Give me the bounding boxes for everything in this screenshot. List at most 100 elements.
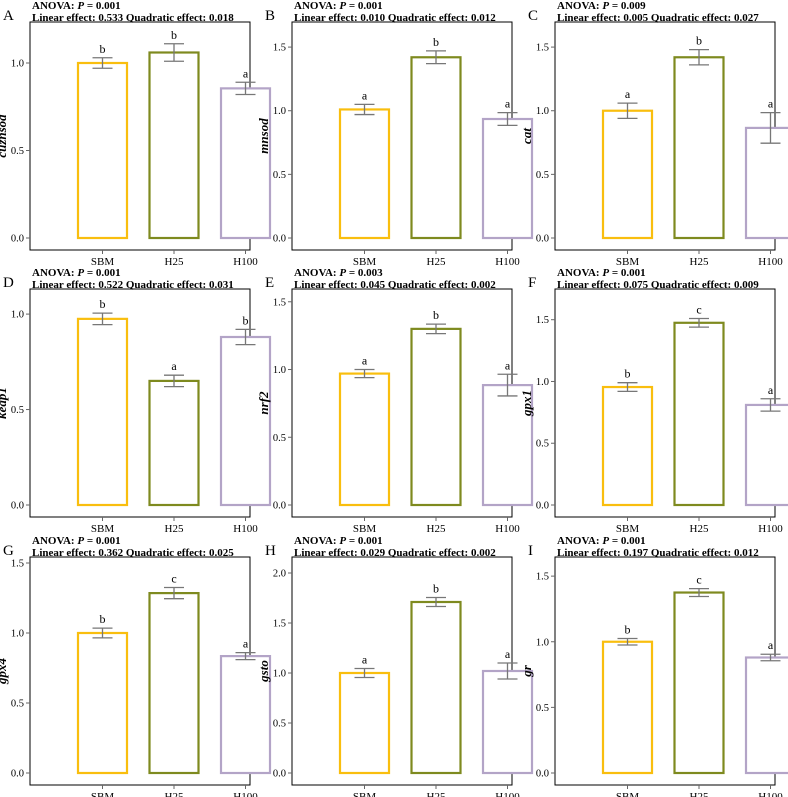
- x-tick-label: H100: [495, 523, 520, 535]
- x-tick-label: H25: [690, 791, 709, 797]
- anova-label: ANOVA:: [32, 267, 77, 279]
- y-axis-label: cuznsod: [0, 114, 9, 158]
- y-axis-label: gpx1: [519, 390, 534, 417]
- plot-frame: [554, 288, 776, 518]
- plot-frame: [291, 288, 513, 518]
- x-tick-label: H100: [758, 791, 783, 797]
- y-tick-label: 0.5: [536, 703, 549, 714]
- effects-line: Linear effect: 0.029 Quadratic effect: 0…: [294, 547, 496, 559]
- effects-line: Linear effect: 0.197 Quadratic effect: 0…: [557, 547, 759, 559]
- significance-letter: a: [362, 88, 368, 102]
- y-tick-label: 0.5: [11, 146, 24, 157]
- plot-frame: [291, 556, 513, 786]
- y-axis-label: cat: [519, 128, 534, 144]
- significance-letter: b: [433, 582, 439, 596]
- panel-letter: G: [3, 543, 14, 559]
- significance-letter: a: [362, 354, 368, 368]
- plot-frame: [554, 21, 776, 251]
- plot-frame: [29, 21, 251, 251]
- x-tick-label: SBM: [353, 523, 376, 535]
- significance-letter: a: [625, 87, 631, 101]
- x-tick-label: H25: [427, 791, 446, 797]
- y-tick-label: 0.5: [273, 170, 286, 181]
- effects-line: Linear effect: 0.005 Quadratic effect: 0…: [557, 12, 759, 24]
- y-tick-label: 0.5: [11, 699, 24, 710]
- plot-frame: [29, 288, 251, 518]
- y-tick-label: 0.5: [273, 433, 286, 444]
- panel-letter: C: [528, 8, 538, 24]
- x-tick-label: SBM: [91, 791, 114, 797]
- significance-letter: a: [171, 359, 177, 373]
- x-tick-label: H100: [233, 256, 258, 268]
- anova-line: ANOVA: P = 0.001: [32, 267, 121, 279]
- y-tick-label: 1.0: [11, 629, 24, 640]
- p-value: = 0.001: [346, 0, 383, 12]
- bar-h100: [481, 383, 534, 507]
- p-value: = 0.001: [609, 267, 646, 279]
- anova-line: ANOVA: P = 0.001: [294, 535, 383, 547]
- y-tick-label: 0.0: [273, 501, 286, 512]
- panel-letter: F: [528, 275, 536, 291]
- y-tick-label: 1.0: [536, 637, 549, 648]
- p-value: = 0.001: [609, 535, 646, 547]
- y-tick-label: 1.0: [11, 59, 24, 70]
- anova-label: ANOVA:: [557, 267, 602, 279]
- significance-letter: b: [696, 34, 702, 48]
- y-tick-label: 0.5: [273, 719, 286, 730]
- y-tick-label: 1.0: [11, 310, 24, 321]
- p-label: P: [339, 267, 346, 279]
- significance-letter: b: [625, 367, 631, 381]
- anova-label: ANOVA:: [32, 0, 77, 12]
- significance-letter: c: [171, 572, 176, 586]
- y-tick-label: 0.0: [536, 501, 549, 512]
- x-tick-label: H100: [233, 791, 258, 797]
- y-tick-label: 2.0: [273, 569, 286, 580]
- significance-letter: a: [505, 647, 511, 661]
- significance-letter: c: [696, 302, 701, 316]
- y-tick-label: 0.5: [11, 405, 24, 416]
- x-tick-label: SBM: [353, 791, 376, 797]
- significance-letter: b: [100, 297, 106, 311]
- p-label: P: [602, 535, 609, 547]
- bar-h25: [410, 600, 462, 775]
- x-tick-label: SBM: [353, 256, 376, 268]
- bar-h100: [219, 335, 272, 507]
- bar-sbm: [601, 385, 654, 507]
- bar-h100: [744, 403, 788, 507]
- p-value: = 0.003: [346, 267, 383, 279]
- p-value: = 0.001: [346, 535, 383, 547]
- bar-sbm: [76, 61, 129, 240]
- plot-frame: [554, 556, 776, 786]
- significance-letter: b: [433, 35, 439, 49]
- y-tick-label: 1.0: [536, 377, 549, 388]
- p-label: P: [77, 535, 84, 547]
- x-tick-label: H100: [758, 523, 783, 535]
- x-tick-label: H25: [165, 791, 184, 797]
- anova-label: ANOVA:: [32, 535, 77, 547]
- effects-line: Linear effect: 0.362 Quadratic effect: 0…: [32, 547, 234, 559]
- y-tick-label: 1.5: [536, 572, 549, 583]
- x-tick-label: SBM: [616, 791, 639, 797]
- bar-h100: [219, 87, 272, 240]
- p-label: P: [77, 0, 84, 12]
- p-value: = 0.001: [84, 535, 121, 547]
- bar-h25: [148, 51, 200, 240]
- x-tick-label: H100: [233, 523, 258, 535]
- bar-h100: [481, 117, 534, 240]
- bar-h25: [673, 591, 725, 775]
- anova-line: ANOVA: P = 0.001: [294, 0, 383, 12]
- y-tick-label: 0.5: [536, 439, 549, 450]
- p-value: = 0.009: [609, 0, 646, 12]
- bar-h25: [148, 591, 200, 775]
- significance-letter: a: [243, 637, 249, 651]
- y-axis-label: gpx4: [0, 658, 9, 686]
- bar-h100: [744, 126, 788, 240]
